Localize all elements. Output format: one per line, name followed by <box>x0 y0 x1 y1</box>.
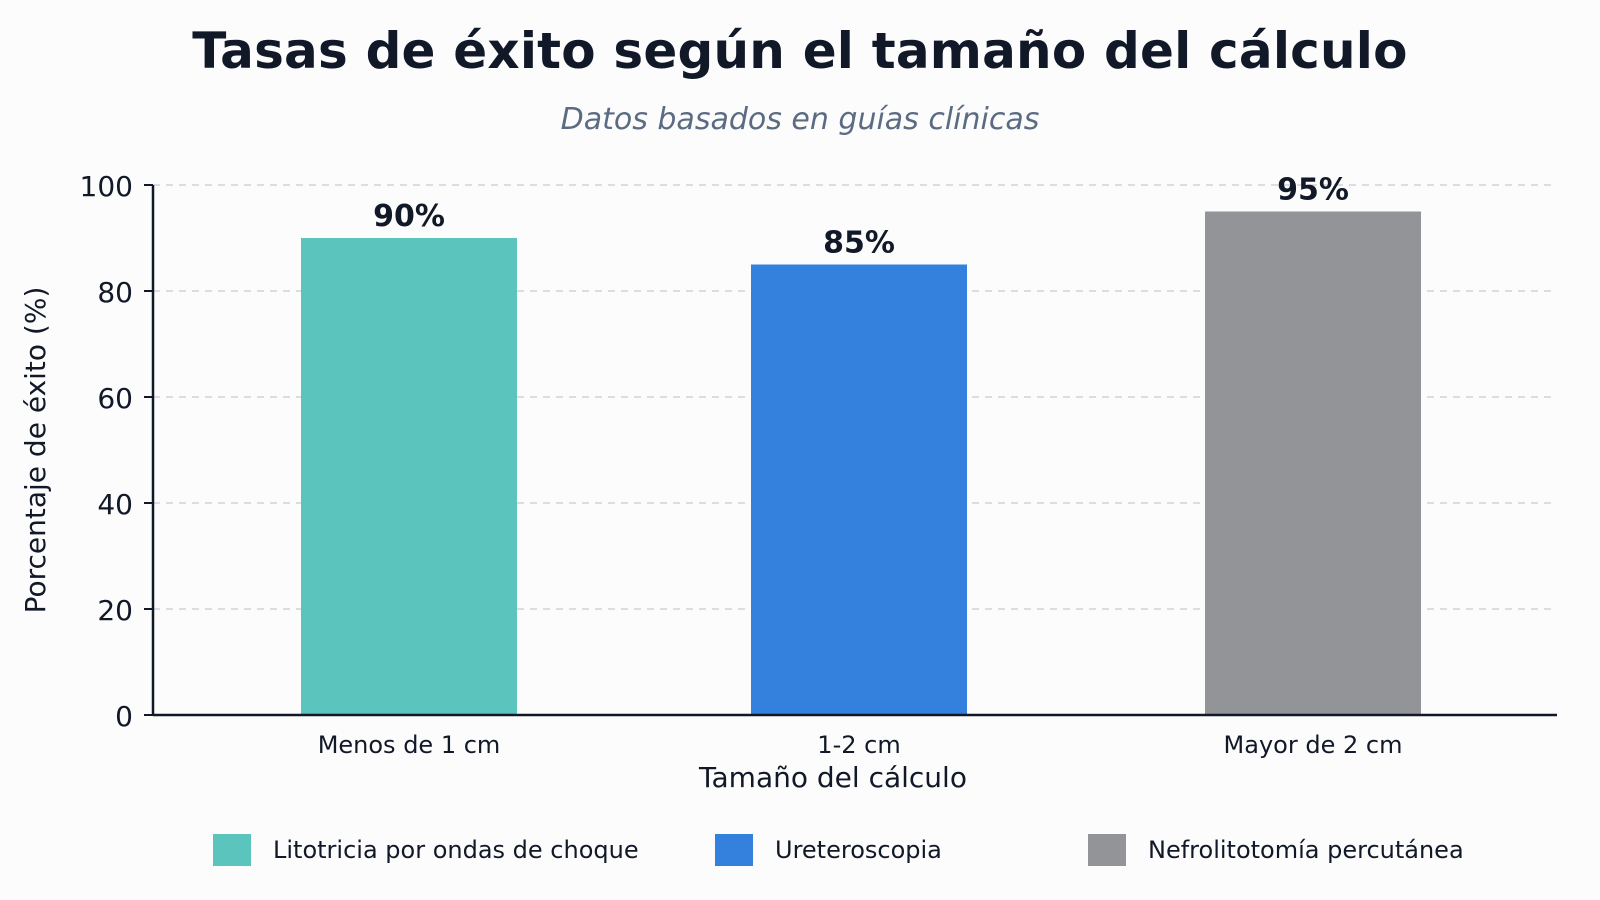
y-tick-label-40: 40 <box>97 488 133 521</box>
y-tick-label-100: 100 <box>80 170 133 203</box>
legend-label-ureteroscopy: Ureteroscopia <box>775 836 942 864</box>
x-tick-label-3: Mayor de 2 cm <box>1224 731 1403 759</box>
bar-1 <box>301 238 517 715</box>
bar-3 <box>1205 211 1421 715</box>
legend-label-nephrolithotomy: Nefrolitotomía percutánea <box>1148 836 1464 864</box>
x-tick-label-2: 1-2 cm <box>817 731 900 759</box>
legend-swatch-shockwave <box>213 834 251 866</box>
legend-item-shockwave: Litotricia por ondas de choque <box>213 832 639 868</box>
bars <box>301 211 1421 715</box>
legend-item-nephrolithotomy: Nefrolitotomía percutánea <box>1088 832 1464 868</box>
x-axis-title: Tamaño del cálculo <box>698 761 967 794</box>
data-label-3: 95% <box>1277 173 1349 208</box>
legend-swatch-ureteroscopy <box>715 834 753 866</box>
y-tick-label-0: 0 <box>115 700 133 733</box>
data-label-2: 85% <box>823 226 895 261</box>
x-tick-labels: Menos de 1 cm 1-2 cm Mayor de 2 cm <box>318 731 1403 759</box>
data-labels: 90% 85% 95% <box>373 173 1349 261</box>
x-tick-label-1: Menos de 1 cm <box>318 731 501 759</box>
legend: Litotricia por ondas de choque Ureterosc… <box>0 832 1600 872</box>
chart-subtitle: Datos basados en guías clínicas <box>560 102 1040 137</box>
y-tick-label-60: 60 <box>97 382 133 415</box>
chart-title: Tasas de éxito según el tamaño del cálcu… <box>192 22 1408 80</box>
data-label-1: 90% <box>373 199 445 234</box>
legend-swatch-nephrolithotomy <box>1088 834 1126 866</box>
y-tick-label-80: 80 <box>97 276 133 309</box>
bar-2 <box>751 264 967 715</box>
y-tick-labels: 0 20 40 60 80 100 <box>80 170 153 733</box>
axes <box>151 185 1557 717</box>
y-tick-label-20: 20 <box>97 594 133 627</box>
legend-item-ureteroscopy: Ureteroscopia <box>715 832 942 868</box>
legend-label-shockwave: Litotricia por ondas de choque <box>273 836 639 864</box>
y-axis-title: Porcentaje de éxito (%) <box>19 287 52 614</box>
